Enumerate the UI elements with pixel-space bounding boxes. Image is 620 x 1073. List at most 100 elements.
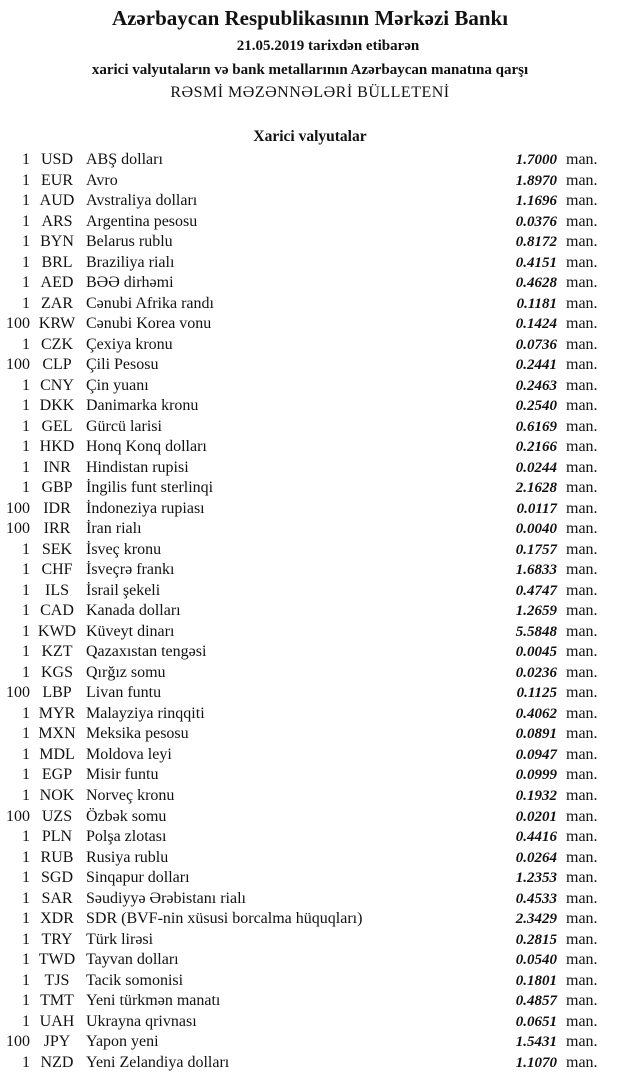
rate-row: 1 MXN Meksika pesosu 0.0891 man.: [0, 724, 620, 745]
unit-amount: 1: [22, 745, 30, 763]
unit-label: man.: [566, 889, 598, 907]
currency-code: INR: [43, 458, 71, 476]
unit-amount: 1: [22, 376, 30, 394]
rate-row: 1 SGD Sinqapur dolları 1.2353 man.: [0, 868, 620, 889]
unit-label: man.: [566, 192, 598, 210]
currency-code: CHF: [41, 561, 73, 579]
exchange-rate: 1.8970: [515, 172, 557, 189]
currency-name: Honq Konq dolları: [86, 438, 207, 456]
unit-label: man.: [566, 951, 598, 969]
exchange-rate: 0.4628: [515, 275, 557, 292]
currency-code: TJS: [44, 971, 70, 989]
currency-name: BƏƏ dirhəmi: [86, 274, 174, 292]
currency-name: İran rialı: [86, 520, 142, 538]
rate-row: 1 NOK Norveç kronu 0.1932 man.: [0, 786, 620, 807]
unit-amount: 100: [6, 499, 30, 517]
unit-label: man.: [566, 745, 598, 763]
rate-row: 1 CZK Çexiya kronu 0.0736 man.: [0, 335, 620, 356]
currency-code: USD: [40, 151, 73, 168]
exchange-rate: 1.5431: [515, 1034, 557, 1051]
unit-label: man.: [566, 910, 598, 928]
currency-name: Malayziya rinqqiti: [86, 704, 205, 722]
exchange-rate: 0.0045: [515, 644, 557, 661]
currency-name: Küveyt dinarı: [86, 622, 175, 640]
currency-code: SEK: [41, 540, 73, 558]
currency-code: KRW: [38, 315, 76, 333]
unit-amount: 1: [22, 171, 30, 189]
exchange-rate: 0.0651: [515, 1013, 557, 1030]
unit-label: man.: [566, 479, 598, 497]
rate-row: 100 CLP Çili Pesosu 0.2441 man.: [0, 355, 620, 376]
currency-code: EUR: [41, 171, 73, 189]
rate-row: 100 IDR İndoneziya rupiası 0.0117 man.: [0, 499, 620, 520]
exchange-rate: 5.5848: [515, 623, 557, 640]
unit-amount: 100: [6, 315, 30, 333]
unit-amount: 100: [6, 356, 30, 374]
date-line: 21.05.2019 tarixdən etibarən: [236, 38, 420, 54]
unit-amount: 1: [22, 458, 30, 476]
currency-name: Səudiyyə Ərəbistanı rialı: [86, 889, 246, 907]
unit-amount: 100: [6, 520, 30, 538]
currency-name: Çin yuanı: [86, 376, 149, 394]
currency-name: Avstraliya dolları: [86, 192, 198, 210]
exchange-rate: 0.2166: [515, 439, 557, 456]
currency-name: Ukrayna qrivnası: [86, 1012, 197, 1030]
exchange-rate: 0.1757: [515, 541, 557, 558]
unit-amount: 1: [22, 561, 30, 579]
exchange-rate: 0.2441: [515, 357, 557, 374]
currency-code: TWD: [38, 951, 76, 969]
currency-name: Çexiya kronu: [86, 335, 173, 353]
unit-label: man.: [566, 725, 598, 743]
unit-amount: 1: [22, 581, 30, 599]
unit-label: man.: [566, 663, 598, 681]
rate-row: 1 BRL Braziliya rialı 0.4151 man.: [0, 253, 620, 274]
unit-amount: 1: [22, 602, 30, 620]
currency-code: CAD: [40, 602, 74, 620]
exchange-rate: 1.2659: [515, 603, 557, 620]
currency-code: BRL: [41, 253, 73, 271]
unit-amount: 1: [22, 1053, 30, 1071]
rate-row: 1 ILS İsrail şekeli 0.4747 man.: [0, 581, 620, 602]
currency-code: TRY: [41, 930, 73, 948]
unit-label: man.: [566, 581, 598, 599]
rate-row: 1 NZD Yeni Zelandiya dolları 1.1070 man.: [0, 1053, 620, 1073]
currency-code: XDR: [40, 910, 74, 928]
currency-code: TMT: [40, 992, 74, 1010]
rate-row: 100 UZS Özbək somu 0.0201 man.: [0, 807, 620, 828]
unit-amount: 1: [22, 540, 30, 558]
currency-name: ABŞ dolları: [86, 151, 163, 168]
currency-name: Kanada dolları: [86, 602, 181, 620]
exchange-rate: 0.6169: [515, 418, 557, 435]
exchange-rate: 0.4062: [515, 705, 557, 722]
bulletin-title: RƏSMİ MƏZƏNNƏLƏRİ BÜLLETENİ: [170, 84, 450, 101]
rate-row: 1 CHF İsveçrə frankı 1.6833 man.: [0, 560, 620, 581]
unit-label: man.: [566, 869, 598, 887]
unit-amount: 1: [22, 397, 30, 415]
currency-code: KWD: [37, 622, 77, 640]
unit-label: man.: [566, 315, 598, 333]
currency-name: İsveç kronu: [86, 540, 162, 558]
currency-name: Norveç kronu: [86, 786, 175, 804]
exchange-rate: 0.4747: [515, 582, 557, 599]
unit-label: man.: [566, 438, 598, 456]
unit-label: man.: [566, 171, 598, 189]
rate-row: 1 EUR Avro 1.8970 man.: [0, 171, 620, 192]
unit-label: man.: [566, 417, 598, 435]
exchange-rate: 0.1125: [516, 685, 557, 702]
currency-name: Türk lirəsi: [86, 930, 154, 948]
unit-label: man.: [566, 356, 598, 374]
currency-code: ARS: [41, 212, 73, 230]
rate-row: 100 KRW Cənubi Korea vonu 0.1424 man.: [0, 314, 620, 335]
unit-label: man.: [566, 212, 598, 230]
rate-row: 1 GBP İngilis funt sterlinqi 2.1628 man.: [0, 478, 620, 499]
unit-amount: 1: [22, 274, 30, 292]
unit-label: man.: [566, 786, 598, 804]
exchange-rate: 0.0999: [515, 767, 557, 784]
unit-label: man.: [566, 622, 598, 640]
currency-name: SDR (BVF-nin xüsusi borcalma hüquqları): [86, 910, 363, 928]
currency-code: JPY: [43, 1033, 71, 1051]
currency-code: HKD: [39, 438, 75, 456]
exchange-rate: 0.4533: [515, 890, 557, 907]
currency-name: Meksika pesosu: [86, 725, 189, 743]
unit-label: man.: [566, 1012, 598, 1030]
